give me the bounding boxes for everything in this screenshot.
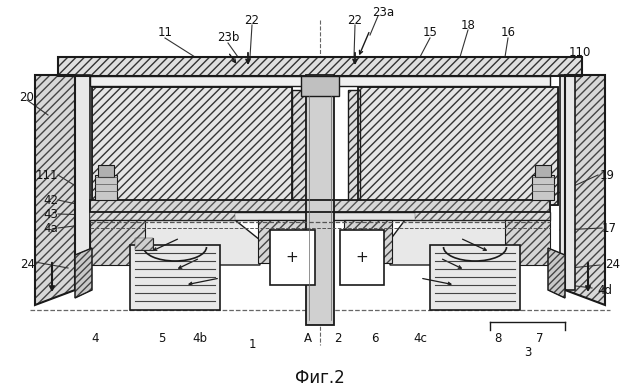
Text: 4b: 4b (193, 332, 207, 345)
Text: 19: 19 (600, 169, 615, 181)
Bar (505, 220, 550, 265)
Bar (340, 230, 384, 285)
Text: 43: 43 (43, 207, 58, 221)
Bar (90, 220, 145, 265)
Text: 17: 17 (602, 221, 617, 234)
Text: 111: 111 (35, 169, 58, 181)
Polygon shape (565, 75, 605, 305)
Text: 4: 4 (92, 332, 99, 345)
Bar (415, 212, 550, 220)
Text: 4a: 4a (44, 221, 58, 234)
Bar (560, 75, 575, 290)
Text: 22: 22 (348, 13, 362, 27)
Bar (90, 76, 550, 86)
Text: 15: 15 (422, 25, 437, 38)
Bar (505, 220, 550, 265)
Bar (130, 245, 220, 310)
Bar (430, 245, 520, 310)
Text: Фиг.2: Фиг.2 (295, 369, 345, 387)
Text: 4c: 4c (413, 332, 427, 345)
Bar (58, 57, 582, 76)
Bar (90, 212, 235, 220)
Bar (92, 87, 292, 205)
Bar (535, 165, 551, 177)
Bar (135, 238, 153, 250)
Text: +: + (285, 249, 298, 265)
Text: 1: 1 (248, 339, 256, 352)
Bar (92, 87, 292, 205)
Text: 4d: 4d (597, 283, 612, 296)
Bar (90, 220, 145, 265)
Text: 24: 24 (605, 258, 620, 272)
Text: 11: 11 (157, 25, 173, 38)
Text: 2: 2 (334, 332, 342, 345)
Text: 20: 20 (20, 91, 35, 103)
Bar (348, 90, 360, 202)
Bar (292, 90, 306, 202)
Bar (95, 175, 117, 200)
Text: A: A (304, 332, 312, 345)
Text: +: + (356, 249, 369, 265)
Polygon shape (90, 220, 260, 265)
Bar (90, 200, 550, 212)
Bar (270, 230, 315, 285)
Bar (358, 87, 558, 205)
Bar (358, 87, 558, 205)
Bar (344, 220, 392, 263)
Text: 110: 110 (569, 45, 591, 58)
Polygon shape (35, 75, 75, 305)
Bar (258, 220, 306, 263)
Polygon shape (548, 248, 565, 298)
Text: 23a: 23a (372, 5, 394, 18)
Text: 42: 42 (43, 194, 58, 207)
Bar (258, 220, 306, 263)
Bar (135, 238, 153, 250)
Text: 7: 7 (536, 332, 544, 345)
Text: 18: 18 (461, 18, 476, 31)
Polygon shape (75, 248, 92, 298)
Bar (301, 76, 339, 96)
Text: 5: 5 (158, 332, 166, 345)
Bar (58, 57, 582, 76)
Bar (90, 212, 550, 220)
Text: 8: 8 (494, 332, 502, 345)
Bar (306, 75, 334, 325)
Text: 16: 16 (500, 25, 515, 38)
Bar (292, 90, 306, 202)
Bar (348, 90, 360, 202)
Text: 23b: 23b (217, 31, 239, 44)
Polygon shape (390, 220, 550, 265)
Bar (90, 200, 550, 212)
Bar (344, 220, 392, 263)
Text: 3: 3 (524, 345, 532, 359)
Bar (98, 165, 114, 177)
Text: 6: 6 (371, 332, 379, 345)
Bar (532, 175, 554, 200)
Text: 24: 24 (20, 258, 35, 272)
Bar (75, 75, 90, 290)
Text: 22: 22 (244, 13, 259, 27)
